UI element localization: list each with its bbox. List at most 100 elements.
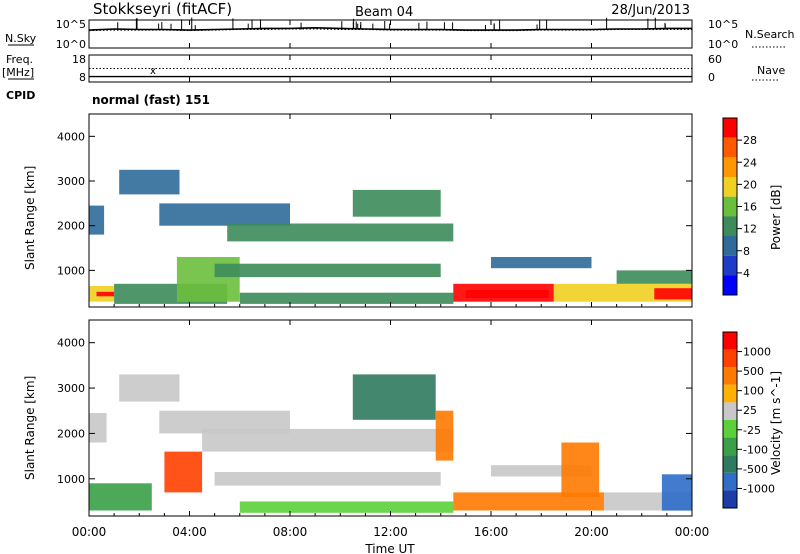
power-cell (96, 291, 115, 297)
power-yticks: 4000 3000 2000 1000 (57, 130, 692, 277)
time-axis: 00:00 04:00 08:00 12:00 16:00 20:00 00:00 (72, 20, 710, 539)
date-title: 28/Jun/2013 (611, 3, 690, 18)
velocity-cell (435, 410, 454, 461)
power-ytick-label: 1000 (57, 264, 85, 277)
x-tick-label: 08:00 (273, 525, 308, 539)
noise-left-tick-bottom: 10^0 (56, 38, 86, 51)
velocity-cell (89, 413, 107, 443)
velocity-cell (119, 374, 180, 402)
time-axis-label: Time UT (364, 542, 415, 554)
power-colorbar-swatch (723, 177, 737, 197)
power-cell (89, 205, 105, 235)
x-tick-label: 04:00 (172, 525, 207, 539)
power-colorbar: 28 24 20 16 12 8 4 (722, 117, 757, 296)
power-colorbar-swatch (723, 275, 737, 295)
power-cell (227, 223, 454, 242)
cpid-label: CPID (6, 89, 35, 102)
freq-label-top: Freq. (6, 53, 33, 66)
power-ytick-label: 2000 (57, 220, 85, 233)
power-cell (119, 169, 180, 195)
velocity-heatmap-cells (89, 374, 692, 513)
power-colorbar-swatch (723, 137, 737, 158)
freq-left-tick-top: 18 (72, 53, 86, 66)
velocity-colorbar-swatch (723, 332, 737, 350)
beam-title: Beam 04 (355, 5, 413, 20)
power-cell (239, 292, 454, 304)
velocity-colorbar-swatch (723, 472, 737, 491)
velocity-cell (202, 428, 454, 452)
noise-right-tick-top: 10^5 (708, 18, 738, 31)
power-colorbar-swatch (723, 236, 737, 256)
velocity-colorbar-label: Velocity [m s^-1] (769, 371, 783, 475)
velocity-cell (164, 451, 203, 493)
velocity-cell (214, 472, 441, 486)
velocity-colorbar-swatch (723, 455, 737, 473)
velocity-cell (561, 442, 600, 497)
power-heatmap-cells (89, 169, 692, 304)
x-tick-label: 00:00 (72, 525, 107, 539)
velocity-colorbar: 1000 500 100 25 -25 -100 -500 -1000 (722, 331, 775, 509)
cpid-value: normal (fast) 151 (92, 93, 210, 107)
noise-spikes (117, 17, 666, 30)
power-colorbar-tick-label: 16 (743, 201, 757, 214)
power-colorbar-tick-label: 24 (743, 156, 757, 169)
power-colorbar-swatch (723, 216, 737, 236)
nsearch-series-line (88, 28, 692, 32)
velocity-cell (352, 374, 436, 420)
x-tick-label: 20:00 (574, 525, 609, 539)
power-colorbar-tick-label: 8 (743, 245, 750, 258)
velocity-ylabel: Slant Range [km] (23, 376, 37, 480)
velocity-panel: 4000 3000 2000 1000 Slant Range [km] 1000 50… (23, 319, 783, 517)
power-cell (214, 263, 441, 278)
station-title: Stokkseyri (fitACF) (93, 0, 232, 18)
velocity-colorbar-swatch (723, 384, 737, 403)
power-cell (465, 290, 549, 298)
power-colorbar-swatch (723, 118, 737, 138)
freq-right-tick-top: 60 (708, 53, 722, 66)
power-colorbar-label: Power [dB] (769, 185, 783, 250)
power-cell (159, 203, 290, 226)
power-ytick-label: 3000 (57, 175, 85, 188)
velocity-colorbar-swatch (723, 349, 737, 368)
power-cell (352, 189, 441, 217)
velocity-colorbar-tick-label: 500 (743, 365, 764, 378)
power-colorbar-swatch (723, 157, 737, 177)
noise-right-label: N.Search (745, 28, 795, 41)
velocity-colorbar-swatch (723, 367, 737, 385)
velocity-colorbar-swatch (723, 490, 737, 508)
velocity-cell (89, 483, 152, 511)
velocity-colorbar-swatch (723, 420, 737, 438)
velocity-cell (159, 410, 290, 434)
x-tick-label: 16:00 (474, 525, 509, 539)
velocity-colorbar-tick-label: -500 (743, 463, 768, 476)
velocity-colorbar-swatch (723, 437, 737, 456)
velocity-colorbar-tick-label: 25 (743, 404, 757, 417)
velocity-colorbar-tick-label: 1000 (743, 346, 771, 359)
velocity-cell (453, 492, 605, 511)
power-panel: 4000 3000 2000 1000 Slant Range [km] 28 24 20… (23, 113, 783, 308)
noise-right-tick-bottom: 10^0 (708, 38, 738, 51)
power-cell (616, 270, 692, 284)
x-tick-label: 00:00 (675, 525, 710, 539)
velocity-colorbar-tick-label: -1000 (743, 482, 775, 495)
power-cell (491, 257, 592, 269)
power-colorbar-tick-label: 4 (743, 267, 750, 280)
noise-left-tick-top: 10^5 (56, 18, 86, 31)
noise-left-label: N.Sky (5, 32, 37, 45)
power-colorbar-swatch (723, 255, 737, 276)
velocity-ytick-label: 4000 (57, 337, 85, 350)
freq-marker: x (150, 66, 156, 77)
freq-label-unit: [MHz] (2, 66, 34, 79)
velocity-cell (661, 474, 692, 511)
velocity-ytick-label: 2000 (57, 427, 85, 440)
velocity-yticks: 4000 3000 2000 1000 (57, 337, 692, 486)
freq-left-tick-bottom: 8 (79, 71, 86, 84)
velocity-cell (491, 465, 592, 477)
x-tick-label: 12:00 (373, 525, 408, 539)
velocity-ytick-label: 3000 (57, 382, 85, 395)
power-ytick-label: 4000 (57, 130, 85, 143)
power-cell (654, 288, 692, 300)
nave-label: Nave (757, 64, 785, 77)
velocity-colorbar-tick-label: 100 (743, 385, 764, 398)
